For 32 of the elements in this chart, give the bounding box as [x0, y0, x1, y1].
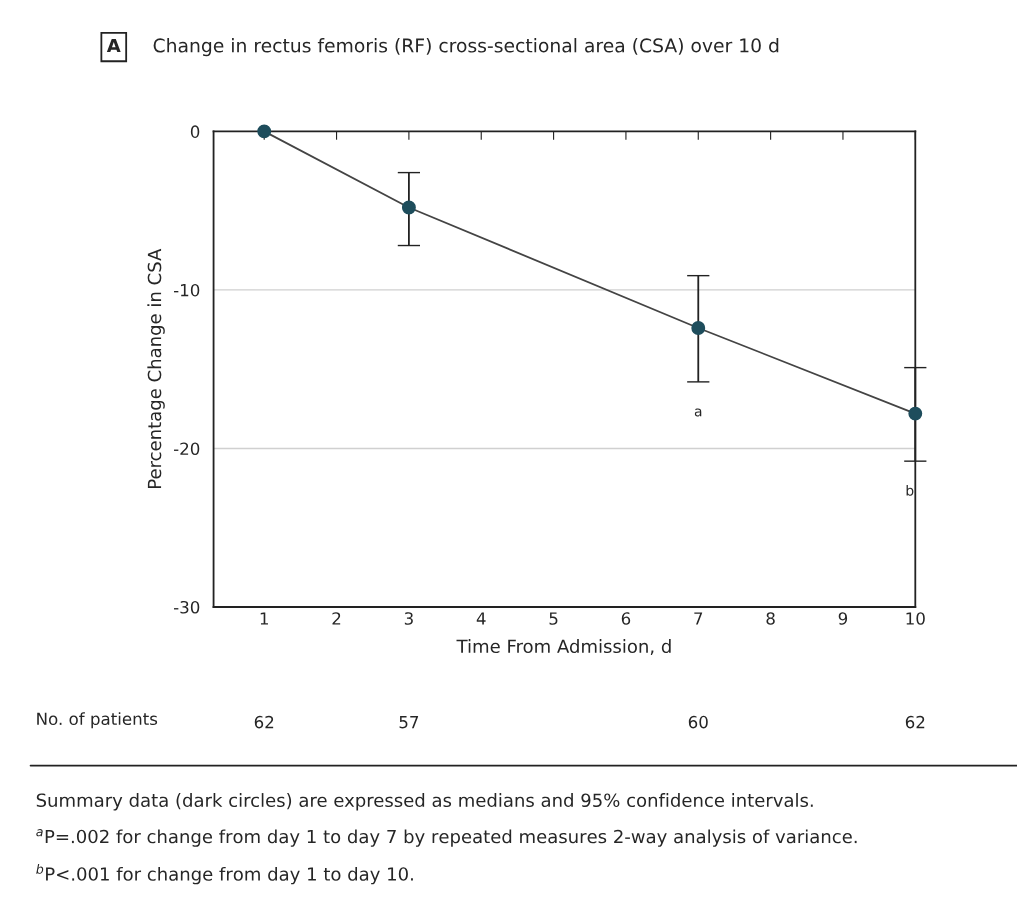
text: 62	[905, 715, 925, 729]
x-tick-label: 1	[260, 612, 268, 625]
text: 60	[688, 715, 708, 729]
text: 62	[254, 715, 274, 729]
x-tick-label: 10	[906, 612, 925, 625]
y-axis-title: Percentage Change in CSA	[147, 248, 165, 488]
x-tick-label: 7	[694, 612, 703, 625]
x-tick-label: 4	[476, 612, 486, 625]
point	[401, 200, 416, 215]
x-tick-label: 2	[332, 612, 341, 625]
x-tick-label: 6	[621, 612, 631, 625]
point	[691, 321, 706, 335]
annotation: a	[694, 408, 702, 417]
x-tick-label: 8	[766, 612, 775, 625]
text: A	[106, 38, 121, 53]
y-tick-label: -20	[173, 442, 200, 456]
x-axis-title: Time From Admission, d	[456, 639, 671, 655]
x-tick-label: 5	[549, 612, 558, 625]
point	[908, 406, 923, 421]
y-tick-label: 0	[190, 125, 200, 138]
point	[257, 124, 272, 139]
y-tick-label: -10	[173, 283, 200, 297]
text: 57	[399, 716, 419, 729]
chart-title: Change in rectus femoris (RF) cross-sectional area (CSA) over 10 d	[153, 38, 779, 57]
text: $^{a}$P=.002 for change from day 1 to day 7 by repeated measures 2-way analysis of variance.	[36, 829, 857, 847]
text: No. of patients	[37, 712, 158, 729]
y-tick-label: -30	[173, 600, 200, 614]
annotation: b	[906, 484, 914, 496]
text: $^{b}$P<.001 for change from day 1 to day 10.	[36, 864, 413, 885]
x-tick-label: 3	[404, 612, 413, 625]
text: Summary data (dark circles) are expressed as medians and 95% confidence intervals.	[36, 793, 813, 811]
x-tick-label: 9	[838, 612, 848, 625]
